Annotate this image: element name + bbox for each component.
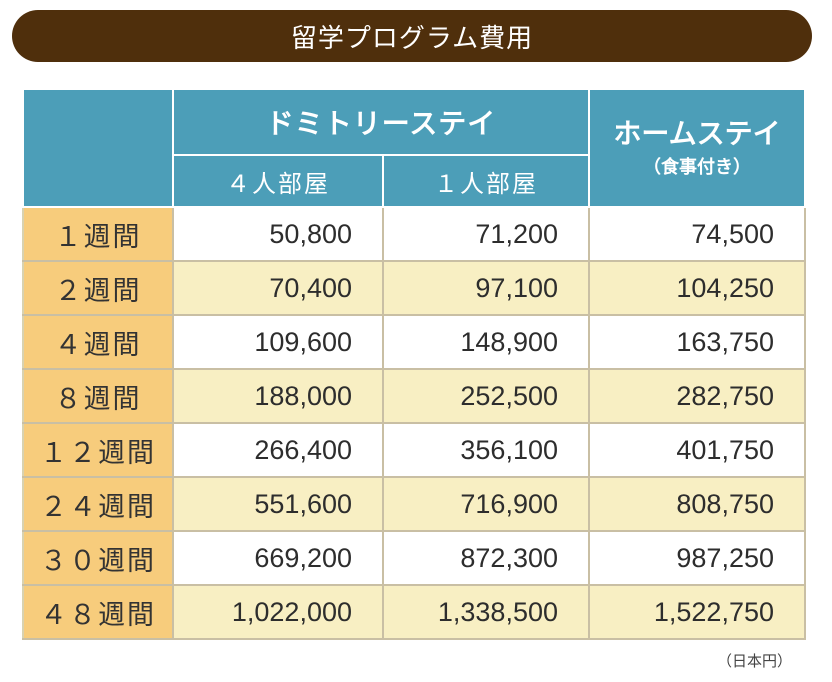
homestay-price: 987,250 (588, 530, 806, 586)
dorm-4person-price: 551,600 (172, 476, 384, 532)
homestay-price: 74,500 (588, 206, 806, 262)
table-row: １週間 50,800 71,200 74,500 (22, 206, 806, 262)
period-cell: ４８週間 (22, 584, 174, 640)
dormitory-header: ドミトリーステイ (172, 88, 590, 156)
homestay-meal-note: （食事付き） (643, 157, 751, 179)
dorm-4person-price: 70,400 (172, 260, 384, 316)
table-row: １２週間 266,400 356,100 401,750 (22, 422, 806, 478)
dorm-4person-price: 266,400 (172, 422, 384, 478)
dorm-1person-price: 71,200 (382, 206, 590, 262)
dorm-4person-price: 109,600 (172, 314, 384, 370)
dorm-1person-price: 356,100 (382, 422, 590, 478)
fee-table: ドミトリーステイ ホームステイ （食事付き） ４人部屋 １人部屋 １週間 50,… (22, 88, 806, 640)
homestay-price: 401,750 (588, 422, 806, 478)
homestay-header: ホームステイ （食事付き） (588, 88, 806, 208)
dorm-1person-price: 97,100 (382, 260, 590, 316)
period-cell: １週間 (22, 206, 174, 262)
homestay-price: 104,250 (588, 260, 806, 316)
dorm-1person-header: １人部屋 (382, 154, 590, 208)
table-row: ４８週間 1,022,000 1,338,500 1,522,750 (22, 584, 806, 640)
period-cell: ２週間 (22, 260, 174, 316)
homestay-price: 163,750 (588, 314, 806, 370)
table-row: ３０週間 669,200 872,300 987,250 (22, 530, 806, 586)
dorm-1person-price: 252,500 (382, 368, 590, 424)
table-row: ２週間 70,400 97,100 104,250 (22, 260, 806, 316)
dorm-4person-price: 50,800 (172, 206, 384, 262)
homestay-price: 808,750 (588, 476, 806, 532)
corner-cell (22, 88, 174, 208)
dorm-1person-price: 872,300 (382, 530, 590, 586)
currency-note: （日本円） (716, 652, 792, 670)
period-cell: ３０週間 (22, 530, 174, 586)
period-cell: １２週間 (22, 422, 174, 478)
table-row: ４週間 109,600 148,900 163,750 (22, 314, 806, 370)
dorm-4person-price: 669,200 (172, 530, 384, 586)
period-cell: ８週間 (22, 368, 174, 424)
homestay-label: ホームステイ (613, 117, 781, 151)
homestay-price: 1,522,750 (588, 584, 806, 640)
dorm-1person-price: 716,900 (382, 476, 590, 532)
dorm-4person-header: ４人部屋 (172, 154, 384, 208)
period-cell: ４週間 (22, 314, 174, 370)
period-cell: ２４週間 (22, 476, 174, 532)
dorm-1person-price: 148,900 (382, 314, 590, 370)
page-title: 留学プログラム費用 (12, 10, 812, 62)
table-row: ２４週間 551,600 716,900 808,750 (22, 476, 806, 532)
table-row: ８週間 188,000 252,500 282,750 (22, 368, 806, 424)
dorm-4person-price: 188,000 (172, 368, 384, 424)
dorm-4person-price: 1,022,000 (172, 584, 384, 640)
homestay-price: 282,750 (588, 368, 806, 424)
dorm-1person-price: 1,338,500 (382, 584, 590, 640)
